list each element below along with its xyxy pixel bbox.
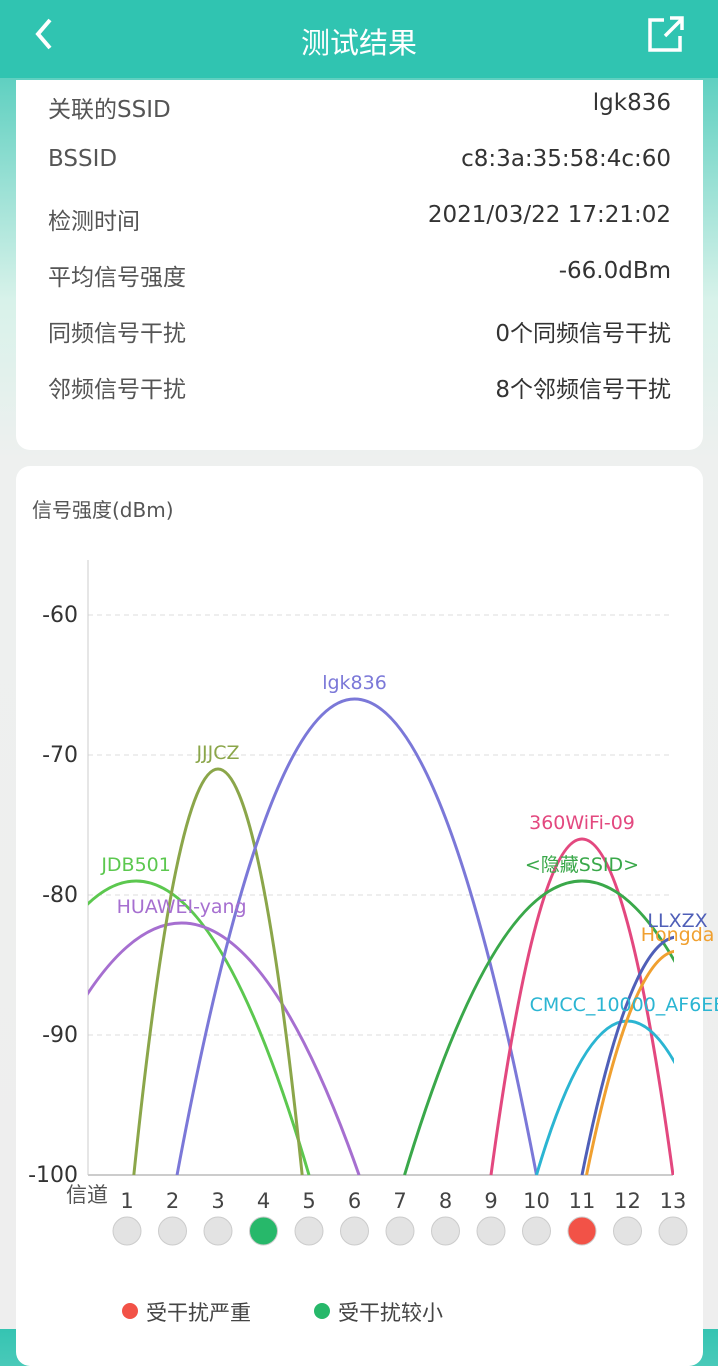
- channel-status-dot: [159, 1217, 187, 1245]
- x-tick-label: 9: [484, 1189, 497, 1213]
- channel-status-dot: [614, 1217, 642, 1245]
- series-label: HUAWEI-yang: [117, 896, 247, 918]
- series-label: lgk836: [322, 672, 387, 694]
- x-tick-label: 6: [348, 1189, 361, 1213]
- y-tick-label: -70: [42, 743, 78, 768]
- x-tick-label: 1: [120, 1189, 133, 1213]
- signal-curve: [134, 769, 302, 1175]
- channel-status-dot: [113, 1217, 141, 1245]
- signal-curve: [177, 699, 536, 1175]
- channel-status-dot: [386, 1217, 414, 1245]
- x-tick-label: 5: [302, 1189, 315, 1213]
- x-tick-label: 10: [523, 1189, 550, 1213]
- channel-status-dot: [659, 1217, 687, 1245]
- channel-status-dot: [523, 1217, 551, 1245]
- legend-dot: [122, 1303, 138, 1319]
- y-tick-label: -60: [42, 603, 78, 628]
- signal-curve: [587, 951, 718, 1175]
- channel-status-dot: [568, 1217, 596, 1245]
- legend-dot: [314, 1303, 330, 1319]
- x-tick-label: 3: [211, 1189, 224, 1213]
- series-label: JDB501: [100, 854, 171, 876]
- channel-status-dot: [432, 1217, 460, 1245]
- x-tick-label: 4: [257, 1189, 270, 1213]
- x-tick-label: 2: [166, 1189, 179, 1213]
- y-tick-label: -80: [42, 883, 78, 908]
- series-label: CMCC_10000_AF6EE: [530, 994, 718, 1016]
- signal-curve: [537, 1021, 718, 1175]
- channel-status-dot: [341, 1217, 369, 1245]
- plot-area: [0, 699, 718, 1175]
- x-tick-label: 8: [439, 1189, 452, 1213]
- series-label: Hongda: [641, 924, 715, 946]
- legend-label: 受干扰严重: [146, 1301, 251, 1325]
- legend-label: 受干扰较小: [338, 1301, 443, 1325]
- x-tick-label: 13: [660, 1189, 687, 1213]
- x-tick-label: 7: [393, 1189, 406, 1213]
- series-label: 360WiFi-09: [529, 812, 635, 834]
- x-tick-label: 12: [614, 1189, 641, 1213]
- channel-status-dot: [204, 1217, 232, 1245]
- y-tick-label: -90: [42, 1023, 78, 1048]
- channel-status-dot: [250, 1217, 278, 1245]
- y-axis-title: 信号强度(dBm): [32, 498, 174, 522]
- x-tick-label: 11: [569, 1189, 596, 1213]
- series-label: <隐藏SSID>: [525, 854, 639, 876]
- channel-status-dot: [477, 1217, 505, 1245]
- channel-status-dot: [295, 1217, 323, 1245]
- series-label: JJJCZ: [195, 742, 239, 764]
- signal-curve: [4, 923, 359, 1175]
- y-tick-label: -100: [28, 1163, 78, 1188]
